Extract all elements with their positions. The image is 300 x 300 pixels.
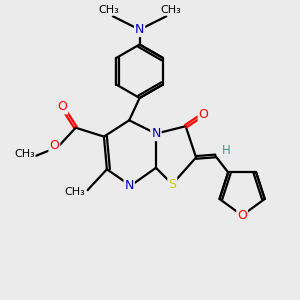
Text: CH₃: CH₃ (98, 5, 119, 15)
Text: O: O (199, 108, 208, 121)
Text: S: S (168, 178, 176, 191)
Text: CH₃: CH₃ (65, 187, 85, 196)
Text: O: O (57, 100, 67, 113)
Text: H: H (221, 143, 230, 157)
Text: CH₃: CH₃ (160, 5, 181, 15)
Text: N: N (124, 179, 134, 192)
Text: N: N (151, 127, 160, 140)
Text: N: N (135, 23, 144, 36)
Text: O: O (237, 209, 247, 222)
Text: O: O (50, 139, 59, 152)
Text: CH₃: CH₃ (14, 149, 34, 160)
